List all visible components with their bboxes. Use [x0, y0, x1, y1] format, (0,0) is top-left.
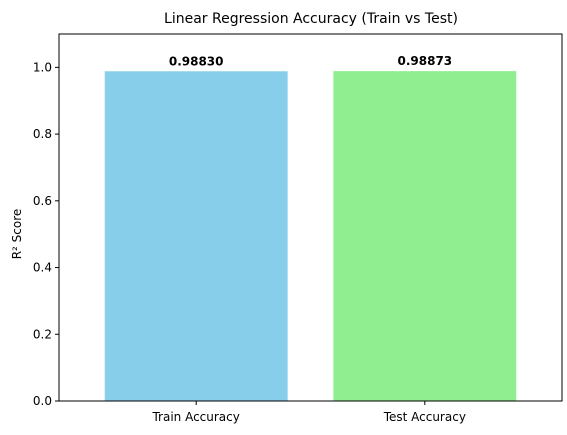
- y-tick-label: 0.6: [33, 194, 52, 208]
- bar-test: [333, 71, 517, 401]
- y-tick-label: 1.0: [33, 60, 52, 74]
- axes-frame: [58, 33, 563, 402]
- chart-title: Linear Regression Accuracy (Train vs Tes…: [164, 11, 458, 27]
- data-label: 0.98830: [169, 54, 224, 68]
- y-tick-label: 0.4: [33, 261, 52, 275]
- y-tick-label: 0.2: [33, 327, 52, 341]
- plot-area: 0.0 0.2 0.4 0.6 0.8 1.0 0.98830 Train Accuracy 0…: [33, 54, 517, 424]
- y-axis-label: R² Score: [10, 209, 24, 260]
- y-tick-label: 0.0: [33, 394, 52, 408]
- x-tick-label: Test Accuracy: [383, 410, 466, 424]
- bar-train: [104, 71, 288, 401]
- y-tick-label: 0.8: [33, 127, 52, 141]
- x-tick-label: Train Accuracy: [151, 410, 239, 424]
- data-label: 0.98873: [397, 54, 452, 68]
